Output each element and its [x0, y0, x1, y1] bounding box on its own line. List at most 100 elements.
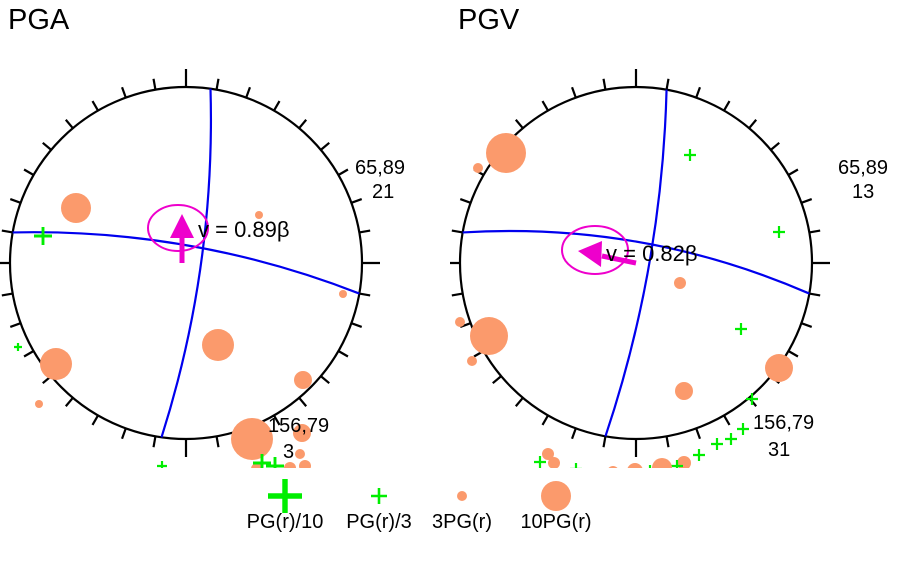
- nodal-plane: [160, 88, 213, 438]
- nodal-plane: [462, 229, 810, 295]
- azimuth-tick-minor: [801, 322, 813, 328]
- azimuth-tick-minor: [571, 86, 577, 98]
- rupture-vector-ellipse: [147, 204, 209, 252]
- data-point-orange-dot: [473, 163, 483, 173]
- data-point-green-cross: [266, 457, 284, 475]
- nodal-plane-2-label-line2-pgv: 31: [768, 439, 790, 461]
- data-point-orange-dot: [607, 466, 619, 478]
- azimuth-tick-minor: [492, 375, 502, 385]
- legend-symbol-green-cross-0: [268, 479, 302, 513]
- data-point-orange-dot: [61, 193, 91, 223]
- data-point-green-cross: [570, 463, 582, 475]
- nodal-plane: [12, 231, 360, 295]
- azimuth-tick-minor: [298, 397, 308, 407]
- azimuth-tick-minor: [64, 397, 74, 407]
- data-point-orange-dot: [294, 371, 312, 389]
- nodal-plane-1-label-line1-pgv: 65,89: [838, 157, 888, 179]
- data-point-orange-dot: [255, 211, 263, 219]
- stereonet-svg-pga: v = 0.89β 65,89 21 156,79 3: [0, 69, 405, 496]
- azimuth-tick-minor: [809, 292, 821, 297]
- azimuth-tick-minor: [152, 78, 157, 90]
- data-point-orange-dot: [295, 449, 305, 459]
- azimuth-tick-minor: [665, 436, 670, 448]
- azimuth-tick-minor: [121, 428, 127, 440]
- data-point-orange-dot: [652, 458, 672, 478]
- rupture-vector-arrowhead: [170, 214, 194, 238]
- data-point-orange-dot: [467, 356, 477, 366]
- nodal-plane-2-label-line1-pgv: 156,79: [753, 412, 814, 434]
- azimuth-tick-minor: [273, 100, 281, 112]
- azimuth-tick-minor: [23, 168, 35, 176]
- azimuth-tick-minor: [215, 436, 220, 448]
- data-point-orange-dot: [548, 457, 560, 469]
- azimuth-tick-minor: [695, 428, 701, 440]
- azimuth-tick-minor: [541, 100, 549, 112]
- azimuth-tick-minor: [695, 86, 701, 98]
- azimuth-tick-minor: [1, 229, 13, 234]
- stereonet-pgv: v = 0.82β 65,89 13 156,79 31: [442, 58, 900, 479]
- rupture-velocity-label-pgv: v = 0.82β: [606, 241, 698, 266]
- azimuth-tick-minor: [801, 198, 813, 204]
- legend: PG(r)/10 PG(r)/3 3PG(r) 10PG(r): [0, 478, 900, 572]
- legend-label-2: 3PG(r): [432, 511, 492, 533]
- azimuth-tick-minor: [320, 375, 330, 385]
- nodal-plane-group: [12, 88, 360, 438]
- data-point-orange-dot: [627, 463, 643, 479]
- data-point-green-cross: [737, 423, 749, 435]
- azimuth-tick-minor: [748, 119, 758, 129]
- stereonet-svg-pgv: v = 0.82β 65,89 13 156,79 31: [442, 69, 888, 479]
- azimuth-tick-minor: [665, 78, 670, 90]
- azimuth-tick-minor: [91, 414, 99, 426]
- legend-symbol-orange-dot-2: [457, 491, 467, 501]
- nodal-plane-group: [462, 89, 810, 437]
- azimuth-tick-minor: [787, 168, 799, 176]
- nodal-plane-1-label-line1-pga: 65,89: [355, 157, 405, 179]
- azimuth-tick-minor: [571, 428, 577, 440]
- page-title-pga: PGA: [8, 4, 70, 36]
- azimuth-tick-minor: [1, 292, 13, 297]
- data-point-orange-dot: [40, 348, 72, 380]
- data-point-green-cross: [534, 456, 546, 468]
- data-point-orange-dot: [339, 290, 347, 298]
- data-point-green-cross: [157, 461, 167, 471]
- azimuth-tick-minor: [451, 292, 463, 297]
- azimuth-tick-minor: [9, 322, 21, 328]
- data-point-green-cross: [14, 343, 22, 351]
- data-point-green-cross: [711, 438, 723, 450]
- azimuth-tick-minor: [359, 292, 371, 297]
- azimuth-tick-minor: [245, 86, 251, 98]
- legend-label-3: 10PG(r): [520, 511, 591, 533]
- azimuth-tick-marks: [0, 69, 380, 457]
- data-point-orange-dot: [675, 382, 693, 400]
- rupture-vector-pgv: [561, 225, 637, 275]
- rupture-vector-shaft: [601, 253, 637, 266]
- azimuth-tick-minor: [541, 414, 549, 426]
- azimuth-tick-minor: [23, 350, 35, 358]
- azimuth-tick-minor: [359, 229, 371, 234]
- azimuth-tick-minor: [320, 141, 330, 151]
- azimuth-tick-minor: [809, 229, 821, 234]
- azimuth-tick-minor: [770, 141, 780, 151]
- legend-symbol-orange-dot-3: [541, 481, 571, 511]
- azimuth-tick-minor: [351, 198, 363, 204]
- azimuth-tick-minor: [91, 100, 99, 112]
- data-point-orange-dot: [674, 277, 686, 289]
- nodal-plane-2-label-line2-pga: 3: [283, 441, 294, 463]
- data-point-orange-dot: [455, 317, 465, 327]
- data-point-green-cross: [735, 323, 747, 335]
- azimuth-tick-minor: [723, 100, 731, 112]
- azimuth-tick-minor: [602, 436, 607, 448]
- data-point-orange-dot: [299, 460, 311, 472]
- data-point-green-cross: [746, 393, 758, 405]
- rim-group-pga: [0, 69, 380, 457]
- panel-pga: PGA v = 0.89β 65,89 21 156,79 3: [0, 0, 450, 496]
- azimuth-tick-minor: [459, 198, 471, 204]
- azimuth-tick-minor: [351, 322, 363, 328]
- nodal-plane-2-label-line1-pga: 156,79: [268, 415, 329, 437]
- data-point-group: [14, 193, 347, 496]
- data-point-green-cross: [34, 227, 53, 245]
- rupture-vector-pga: [147, 204, 209, 263]
- azimuth-tick-minor: [121, 86, 127, 98]
- data-point-orange-dot: [765, 354, 793, 382]
- azimuth-tick-minor: [152, 436, 157, 448]
